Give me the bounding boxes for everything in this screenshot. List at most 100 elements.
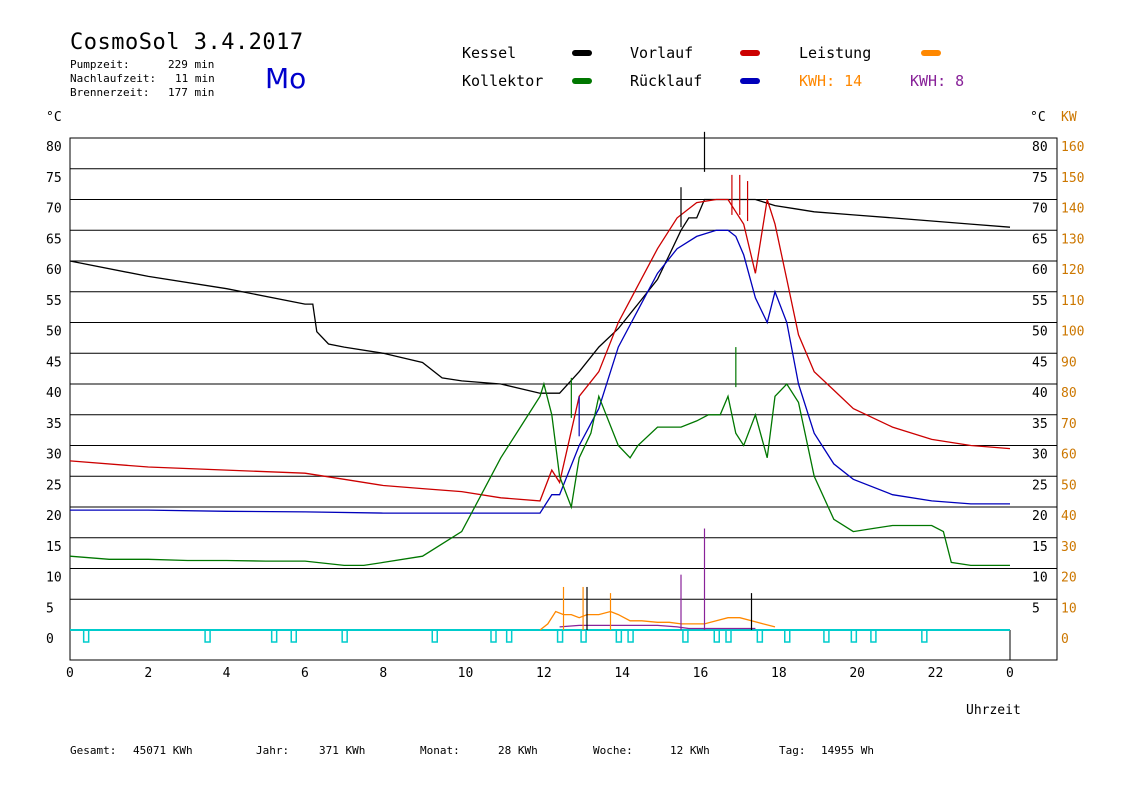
y-tick-right-c: 25	[1032, 478, 1048, 493]
y-tick-left: 5	[46, 601, 54, 616]
y-tick-right-c: 75	[1032, 171, 1048, 186]
y-tick-right-kw: 40	[1061, 509, 1077, 524]
x-tick: 0	[1006, 666, 1014, 681]
pump-pulse	[270, 629, 278, 643]
pump-pulse	[82, 629, 90, 643]
legend-leistung-swatch	[921, 50, 941, 56]
series-line-kessel	[69, 198, 1011, 394]
pump-pulse	[870, 629, 877, 643]
follow-time-label: Nachlaufzeit:	[70, 72, 157, 85]
pump-pulse	[290, 629, 297, 643]
pump-pulse	[341, 629, 348, 643]
series-line-purple	[559, 624, 756, 630]
footer-tag-label: Tag:	[779, 744, 806, 757]
plot-frame	[69, 137, 1058, 661]
y-tick-right-kw: 60	[1061, 448, 1077, 463]
x-tick: 20	[849, 666, 865, 681]
y-tick-right-kw: 20	[1061, 571, 1077, 586]
pump-pulse	[823, 629, 830, 643]
legend-vorlauf-swatch	[740, 50, 760, 56]
footer-monat-label: Monat:	[420, 744, 460, 757]
y-tick-right-c: 65	[1032, 232, 1048, 247]
y-tick-right-kw: 10	[1061, 601, 1077, 616]
left-axis-unit: °C	[46, 110, 62, 125]
y-tick-right-kw: 160	[1061, 140, 1084, 155]
y-tick-left: 55	[46, 294, 62, 309]
x-tick: 16	[693, 666, 709, 681]
y-tick-left: 70	[46, 202, 62, 217]
y-tick-right-kw: 130	[1061, 232, 1084, 247]
y-tick-right-kw: 100	[1061, 325, 1084, 340]
kwh-purple: KWH: 8	[910, 72, 965, 90]
legend-kessel: Kessel	[462, 44, 517, 62]
y-tick-right-c: 55	[1032, 294, 1048, 309]
pump-pulse	[850, 629, 858, 643]
grid-layer	[69, 137, 1058, 661]
y-tick-right-kw: 140	[1061, 202, 1084, 217]
y-tick-left: 15	[46, 540, 62, 555]
y-tick-left: 30	[46, 448, 62, 463]
legend-ruecklauf: Rücklauf	[630, 72, 703, 90]
series-line-ruecklauf	[70, 229, 1010, 514]
footer-woche-value: 12 KWh	[670, 744, 710, 757]
y-tick-right-kw: 150	[1061, 171, 1084, 186]
y-tick-left: 25	[46, 478, 62, 493]
legend-kollektor: Kollektor	[462, 72, 544, 90]
x-tick: 22	[928, 666, 944, 681]
x-tick: 18	[771, 666, 787, 681]
pump-time-value: 229 min	[168, 58, 215, 71]
footer-gesamt-label: Gesamt:	[70, 744, 117, 757]
pump-pulse	[627, 629, 634, 643]
y-tick-right-c: 80	[1032, 140, 1048, 155]
y-tick-right-kw: 30	[1061, 540, 1077, 555]
x-tick: 6	[301, 666, 309, 681]
y-tick-right-c: 70	[1032, 202, 1048, 217]
pump-pulse	[505, 629, 513, 643]
y-tick-left: 75	[46, 171, 62, 186]
legend-kessel-swatch	[572, 50, 592, 56]
pump-pulse	[490, 629, 497, 643]
temperature-chart: °C °C KW Uhrzeit 05101520253035404550556…	[46, 110, 1084, 718]
y-tick-right-c: 45	[1032, 355, 1048, 370]
y-tick-right-kw: 110	[1061, 294, 1084, 309]
footer-gesamt-value: 45071 KWh	[133, 744, 193, 757]
follow-time-value: 11 min	[175, 72, 215, 85]
y-tick-left: 65	[46, 232, 62, 247]
x-tick: 14	[614, 666, 630, 681]
pump-pulse	[921, 629, 928, 643]
pump-pulse	[556, 629, 564, 643]
y-tick-right-c: 35	[1032, 417, 1048, 432]
series-line-kollektor	[69, 381, 1010, 567]
legend-leistung: Leistung	[799, 44, 872, 62]
y-tick-right-c: 15	[1032, 540, 1048, 555]
pump-pulse	[784, 629, 791, 643]
y-tick-left: 45	[46, 355, 62, 370]
y-tick-left: 20	[46, 509, 62, 524]
x-tick: 8	[379, 666, 387, 681]
y-tick-right-c: 10	[1032, 571, 1048, 586]
series-layer	[69, 131, 1011, 643]
pump-time-label: Pumpzeit:	[70, 58, 130, 71]
tick-layer: 0510152025303540455055606570758051015202…	[46, 140, 1084, 681]
x-tick: 12	[536, 666, 552, 681]
x-tick: 4	[223, 666, 231, 681]
footer-tag-value: 14955 Wh	[821, 744, 874, 757]
legend-vorlauf: Vorlauf	[630, 44, 694, 62]
legend-ruecklauf-swatch	[740, 78, 760, 84]
legend-kollektor-swatch	[572, 78, 592, 84]
y-tick-left: 40	[46, 386, 62, 401]
y-tick-right-kw: 120	[1061, 263, 1084, 278]
pump-pulse	[615, 629, 623, 643]
y-tick-left: 35	[46, 417, 62, 432]
right-axis-unit-kw: KW	[1061, 110, 1077, 125]
y-tick-right-kw: 70	[1061, 417, 1077, 432]
pump-pulse	[756, 629, 764, 643]
footer-jahr-label: Jahr:	[256, 744, 290, 757]
footer-monat-value: 28 KWh	[498, 744, 538, 757]
weekday-label: Mo	[265, 62, 307, 95]
burner-time-label: Brennerzeit:	[70, 86, 150, 99]
y-tick-right-kw: 0	[1061, 632, 1069, 647]
footer-woche-label: Woche:	[593, 744, 633, 757]
pump-pulse	[580, 629, 587, 643]
pump-pulse	[713, 629, 720, 643]
